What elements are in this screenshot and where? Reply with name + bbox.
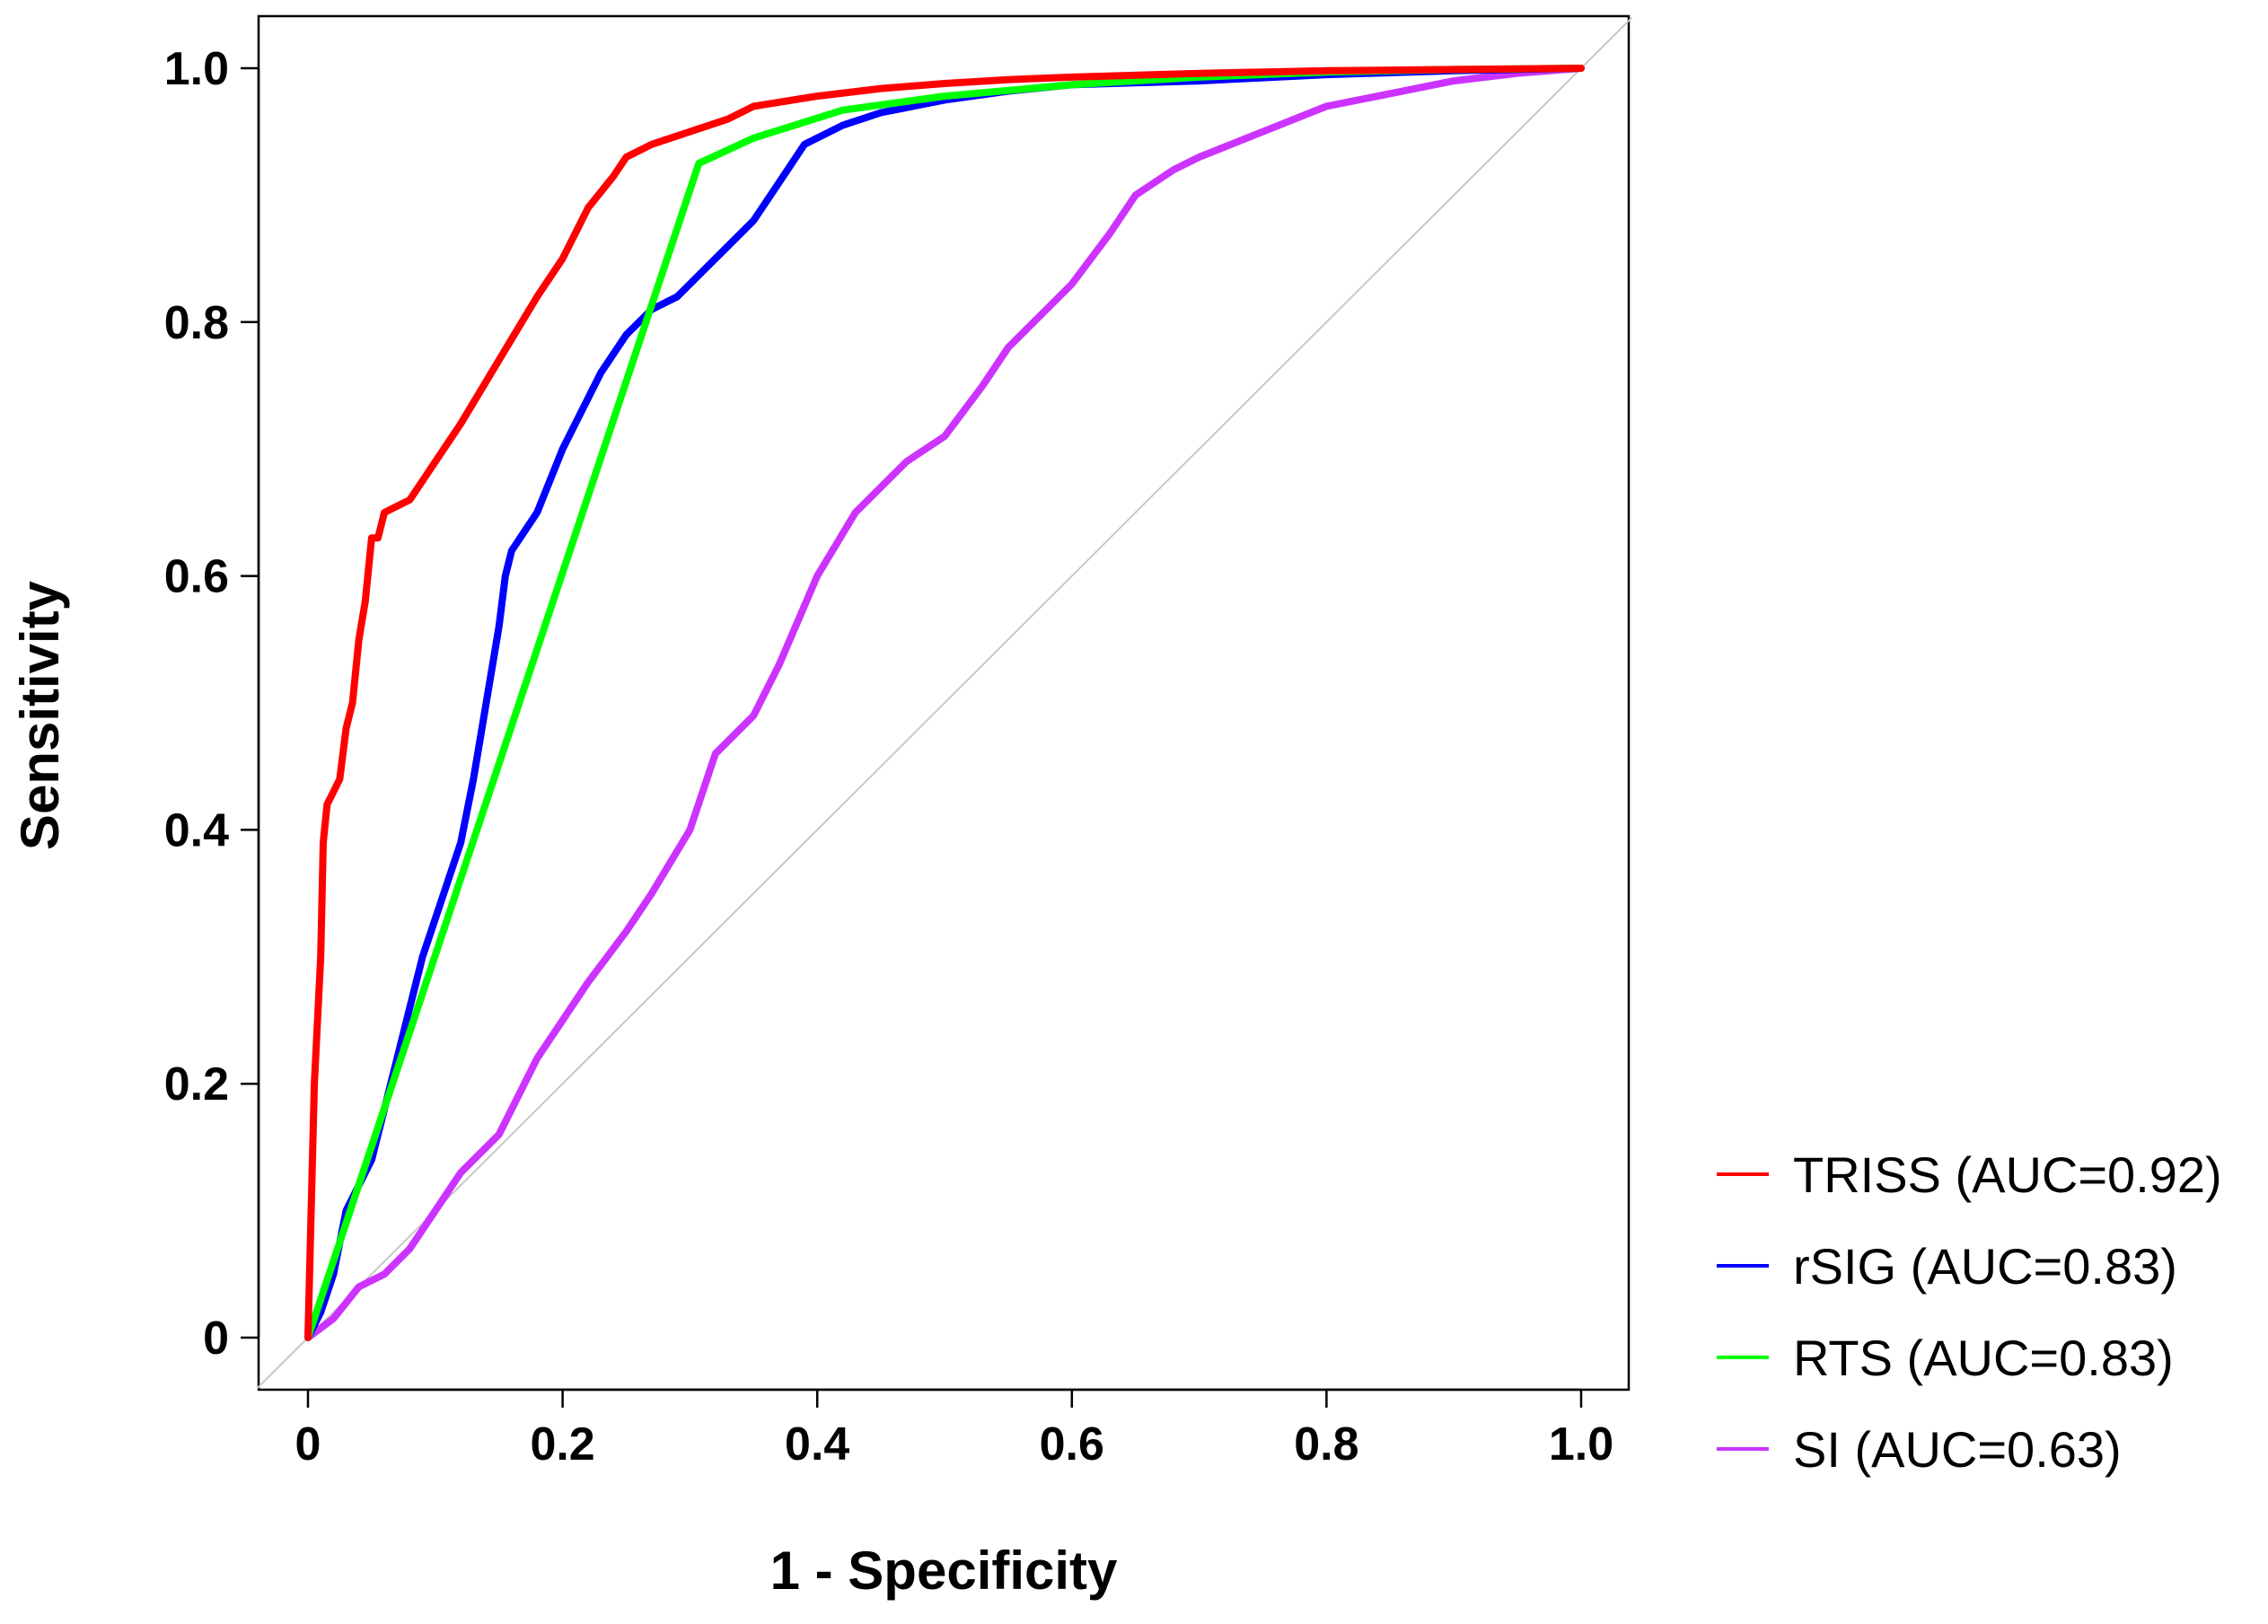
y-tick-label: 0.6 bbox=[164, 551, 229, 603]
legend-label-rsig: rSIG (AUC=0.83) bbox=[1793, 1238, 2177, 1295]
series-layer bbox=[304, 65, 1585, 1341]
y-tick-label: 0.8 bbox=[164, 297, 229, 349]
reference-diagonal-line bbox=[256, 16, 1633, 1390]
y-tick-label: 0.4 bbox=[164, 804, 229, 856]
x-tick-label: 1.0 bbox=[1549, 1418, 1613, 1470]
series-line-rsig bbox=[304, 65, 1585, 1341]
y-axis: 0 0.2 0.4 0.6 0.8 1.0 bbox=[164, 43, 260, 1365]
y-tick-label: 0 bbox=[203, 1312, 229, 1365]
legend: TRISS (AUC=0.92) rSIG (AUC=0.83) RTS (AUC=… bbox=[1717, 1146, 2222, 1478]
y-axis-title: Sensitivity bbox=[10, 580, 70, 850]
x-tick-label: 0.4 bbox=[785, 1418, 849, 1470]
x-tick-label: 0.6 bbox=[1040, 1418, 1104, 1470]
x-axis-title: 1 - Specificity bbox=[770, 1541, 1118, 1601]
y-tick-label: 0.2 bbox=[164, 1058, 229, 1110]
series-line-triss bbox=[304, 65, 1585, 1341]
y-tick-label: 1.0 bbox=[164, 43, 229, 95]
series-line-si bbox=[304, 65, 1585, 1341]
x-tick-label: 0 bbox=[295, 1418, 321, 1470]
legend-label-triss: TRISS (AUC=0.92) bbox=[1793, 1146, 2222, 1203]
x-tick-label: 0.8 bbox=[1294, 1418, 1358, 1470]
x-axis: 0 0.2 0.4 0.6 0.8 1.0 bbox=[295, 1388, 1613, 1470]
legend-label-rts: RTS (AUC=0.83) bbox=[1793, 1330, 2174, 1386]
legend-label-si: SI (AUC=0.63) bbox=[1793, 1421, 2122, 1478]
x-tick-label: 0.2 bbox=[530, 1418, 594, 1470]
